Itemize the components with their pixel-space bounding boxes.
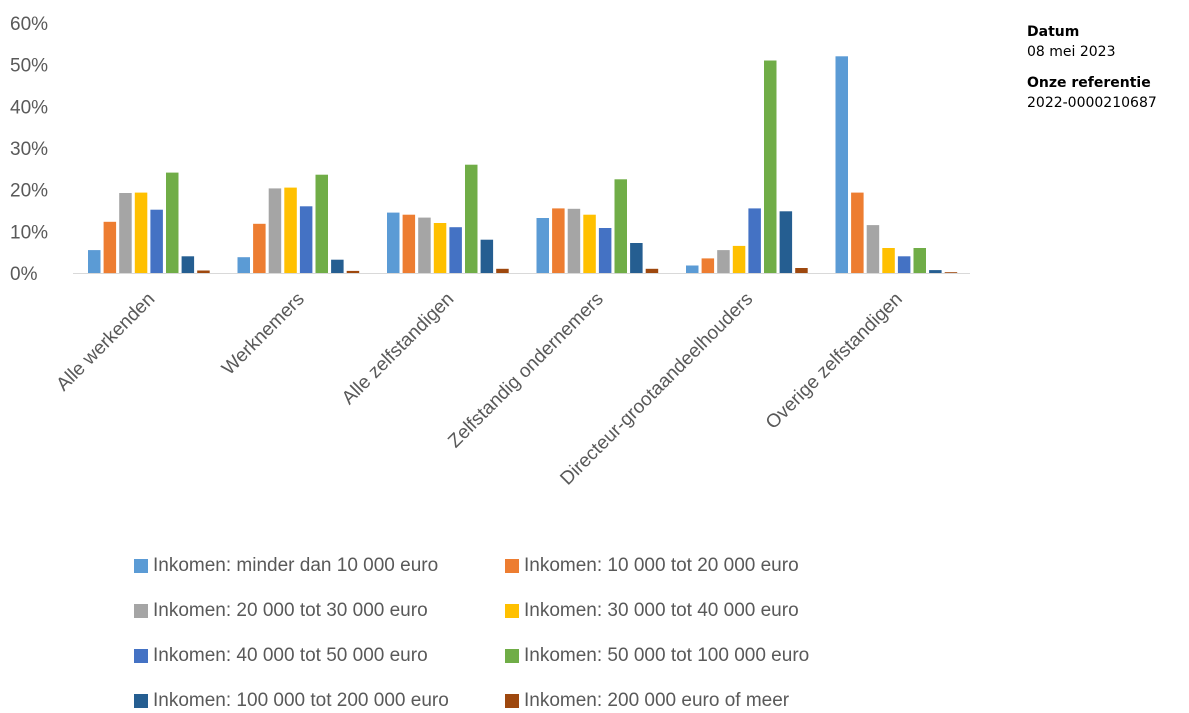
bar bbox=[418, 217, 431, 273]
category-label: Zelfstandig ondernemers bbox=[444, 289, 607, 452]
bar bbox=[237, 257, 250, 273]
legend-item: Inkomen: 20 000 tot 30 000 euro bbox=[134, 599, 428, 623]
bar bbox=[764, 60, 777, 273]
legend-label: Inkomen: 20 000 tot 30 000 euro bbox=[153, 600, 428, 621]
category-label: Alle zelfstandigen bbox=[338, 289, 458, 409]
bar bbox=[701, 258, 715, 273]
legend-item: Inkomen: 30 000 tot 40 000 euro bbox=[505, 599, 799, 623]
bar bbox=[166, 172, 179, 273]
bar bbox=[614, 179, 627, 274]
bar bbox=[150, 209, 163, 273]
bar bbox=[851, 192, 864, 273]
bar bbox=[346, 270, 360, 273]
legend-swatch bbox=[134, 649, 148, 663]
legend-swatch bbox=[505, 649, 519, 663]
legend-label: Inkomen: 200 000 euro of meer bbox=[524, 690, 790, 711]
bar bbox=[402, 214, 416, 273]
category-label: Werknemers bbox=[218, 289, 309, 380]
bar bbox=[433, 223, 447, 273]
bar bbox=[645, 268, 659, 273]
bar-series-group bbox=[88, 56, 958, 274]
legend-item: Inkomen: 40 000 tot 50 000 euro bbox=[134, 644, 428, 668]
bar bbox=[835, 56, 848, 273]
bar bbox=[299, 206, 313, 273]
y-tick-label: 30% bbox=[10, 139, 48, 160]
bar bbox=[88, 250, 101, 273]
legend-swatch bbox=[505, 604, 519, 618]
bar bbox=[181, 256, 195, 273]
bar bbox=[913, 248, 926, 273]
datum-value: 08 mei 2023 bbox=[1027, 44, 1116, 60]
legend-label: Inkomen: minder dan 10 000 euro bbox=[153, 555, 439, 576]
y-tick-label: 60% bbox=[10, 14, 48, 35]
bar bbox=[598, 228, 612, 273]
legend-swatch bbox=[134, 694, 148, 708]
y-axis-ticks: 0% 10% 20% 30% 40% 50% 60% bbox=[10, 14, 48, 285]
y-tick-label: 40% bbox=[10, 97, 48, 118]
legend-item: Inkomen: 50 000 tot 100 000 euro bbox=[505, 644, 809, 668]
category-label: Overige zelfstandigen bbox=[762, 289, 907, 434]
bar bbox=[315, 174, 328, 273]
legend-item: Inkomen: minder dan 10 000 euro bbox=[134, 554, 438, 578]
datum-label: Datum bbox=[1027, 24, 1080, 40]
y-tick-label: 20% bbox=[10, 181, 48, 202]
legend-swatch bbox=[134, 604, 148, 618]
bar bbox=[449, 227, 462, 273]
bar bbox=[331, 259, 344, 273]
bar bbox=[103, 221, 117, 274]
bar bbox=[748, 208, 761, 273]
bar bbox=[717, 250, 730, 273]
bar bbox=[496, 268, 509, 273]
bar bbox=[536, 218, 549, 273]
bar bbox=[866, 225, 880, 273]
legend-label: Inkomen: 40 000 tot 50 000 euro bbox=[153, 645, 428, 666]
bar bbox=[465, 164, 478, 273]
y-tick-label: 10% bbox=[10, 222, 48, 243]
bar bbox=[779, 211, 793, 273]
bar bbox=[134, 192, 148, 273]
reference-value: 2022-0000210687 bbox=[1027, 95, 1157, 111]
bar bbox=[387, 212, 400, 273]
reference-label: Onze referentie bbox=[1027, 75, 1151, 91]
legend-item: Inkomen: 10 000 tot 20 000 euro bbox=[505, 554, 799, 578]
category-label: Alle werkenden bbox=[53, 289, 160, 396]
legend-swatch bbox=[505, 559, 519, 573]
legend-label: Inkomen: 10 000 tot 20 000 euro bbox=[524, 555, 799, 576]
bar bbox=[480, 239, 494, 273]
legend-swatch bbox=[505, 694, 519, 708]
bar bbox=[253, 223, 266, 273]
bar bbox=[929, 270, 942, 273]
y-tick-label: 50% bbox=[10, 56, 48, 77]
bar bbox=[268, 188, 282, 273]
bar bbox=[567, 208, 581, 273]
document-meta: Datum 08 mei 2023 Onze referentie 2022-0… bbox=[1027, 22, 1157, 124]
legend-swatch bbox=[134, 559, 148, 573]
bar bbox=[944, 272, 958, 273]
bar bbox=[897, 256, 911, 273]
bar bbox=[795, 268, 808, 273]
legend-item: Inkomen: 200 000 euro of meer bbox=[505, 689, 789, 713]
bar bbox=[583, 214, 596, 273]
bar bbox=[552, 208, 565, 273]
legend-label: Inkomen: 50 000 tot 100 000 euro bbox=[524, 645, 810, 666]
bar bbox=[284, 187, 297, 273]
legend-label: Inkomen: 100 000 tot 200 000 euro bbox=[153, 690, 449, 711]
bar bbox=[882, 248, 895, 273]
legend-label: Inkomen: 30 000 tot 40 000 euro bbox=[524, 600, 799, 621]
category-labels: Alle werkenden Werknemers Alle zelfstandig… bbox=[53, 289, 907, 490]
bar bbox=[630, 243, 643, 273]
bar bbox=[686, 265, 699, 273]
bar bbox=[119, 193, 132, 273]
bar bbox=[732, 245, 746, 273]
y-tick-label: 0% bbox=[10, 264, 38, 285]
bar bbox=[197, 270, 210, 273]
legend-item: Inkomen: 100 000 tot 200 000 euro bbox=[134, 689, 449, 713]
